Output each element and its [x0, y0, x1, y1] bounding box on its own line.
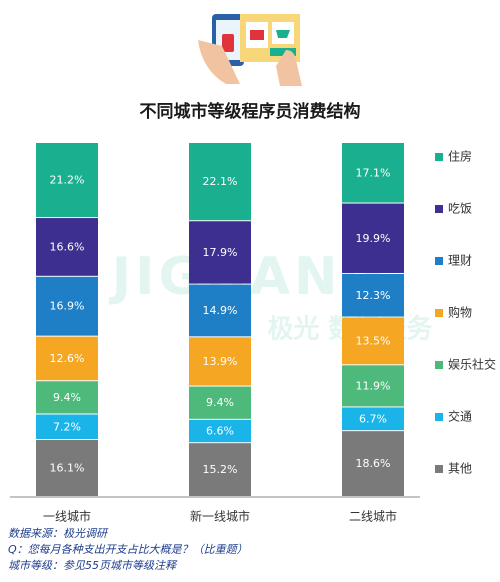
chart-title: 不同城市等级程序员消费结构	[140, 101, 361, 122]
data-label: 6.6%	[206, 425, 234, 438]
data-label: 11.9%	[356, 379, 391, 392]
bar-segment	[189, 386, 251, 419]
bar-segment	[36, 414, 98, 440]
bar-segment	[36, 218, 98, 276]
data-label: 16.9%	[50, 300, 85, 313]
bar-segment	[189, 419, 251, 443]
bar-segment	[36, 336, 98, 381]
data-label: 12.6%	[50, 352, 85, 365]
bar-segment	[342, 431, 404, 496]
bar-segment	[36, 381, 98, 414]
legend-swatch	[435, 257, 443, 265]
legend-label: 娱乐社交	[448, 357, 496, 372]
bar-segment	[342, 317, 404, 365]
data-label: 13.5%	[356, 334, 391, 347]
x-tick-label: 一线城市	[43, 509, 91, 524]
data-label: 21.2%	[50, 174, 85, 187]
note: 数据来源：极光调研	[8, 527, 109, 540]
legend-swatch	[435, 465, 443, 473]
data-label: 17.1%	[356, 166, 391, 179]
note: 城市等级：参见55页城市等级注释	[8, 559, 178, 572]
legend-swatch	[435, 309, 443, 317]
data-label: 12.3%	[356, 289, 391, 302]
data-label: 22.1%	[203, 175, 238, 188]
legend-label: 购物	[448, 305, 472, 320]
data-label: 18.6%	[356, 457, 391, 470]
note: Q：您每月各种支出开支占比大概是？（比重题）	[8, 543, 248, 556]
legend-swatch	[435, 153, 443, 161]
data-label: 16.1%	[50, 462, 85, 475]
bar-segment	[189, 284, 251, 337]
bar-segment	[342, 365, 404, 407]
legend-swatch	[435, 361, 443, 369]
legend-label: 吃饭	[448, 202, 472, 216]
bar-segment	[342, 203, 404, 273]
data-label: 14.9%	[203, 304, 238, 317]
legend-swatch	[435, 205, 443, 213]
data-label: 19.9%	[356, 232, 391, 245]
bar-segment	[189, 221, 251, 284]
header-icon	[198, 14, 302, 86]
legend-label: 其他	[448, 462, 472, 476]
data-label: 7.2%	[53, 420, 81, 433]
data-label: 9.4%	[53, 391, 81, 404]
bar-segment	[189, 443, 251, 496]
x-tick-label: 新一线城市	[190, 509, 250, 524]
legend-label: 住房	[448, 149, 472, 164]
bar-segment	[342, 407, 404, 431]
bar-segment	[36, 143, 98, 218]
bar-segment	[36, 276, 98, 336]
x-tick-label: 二线城市	[349, 509, 397, 524]
bar-segment	[36, 440, 98, 496]
data-label: 17.9%	[203, 246, 238, 259]
bar-segment	[189, 143, 251, 221]
data-label: 6.7%	[359, 412, 387, 425]
data-label: 13.9%	[203, 355, 238, 368]
legend-label: 理财	[448, 254, 472, 268]
data-label: 15.2%	[203, 463, 238, 476]
bar-segment	[342, 273, 404, 317]
bar-segment	[189, 337, 251, 386]
data-label: 16.6%	[50, 240, 85, 253]
bar-segment	[342, 143, 404, 203]
data-label: 9.4%	[206, 396, 234, 409]
legend-swatch	[435, 413, 443, 421]
legend-label: 交通	[448, 409, 472, 424]
